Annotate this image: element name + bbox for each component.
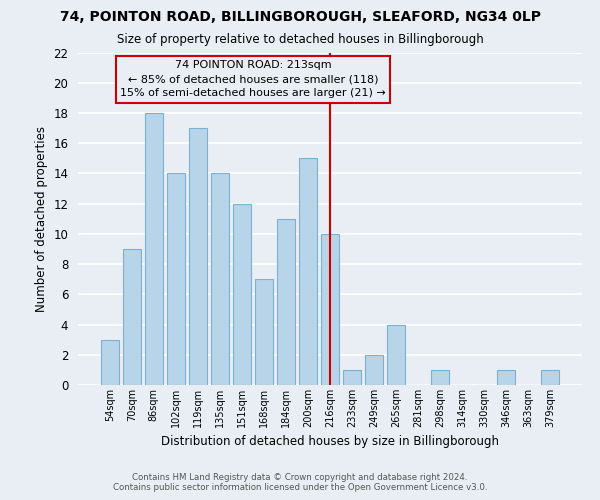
Bar: [255, 279, 273, 385]
Text: 74 POINTON ROAD: 213sqm
← 85% of detached houses are smaller (118)
15% of semi-d: 74 POINTON ROAD: 213sqm ← 85% of detache…: [120, 60, 386, 98]
Bar: [299, 158, 317, 385]
Bar: [123, 249, 140, 385]
Y-axis label: Number of detached properties: Number of detached properties: [35, 126, 48, 312]
Bar: [145, 113, 163, 385]
Bar: [431, 370, 449, 385]
Text: Contains HM Land Registry data © Crown copyright and database right 2024.
Contai: Contains HM Land Registry data © Crown c…: [113, 473, 487, 492]
Bar: [101, 340, 119, 385]
Bar: [541, 370, 559, 385]
Bar: [233, 204, 251, 385]
Bar: [167, 174, 185, 385]
Text: 74, POINTON ROAD, BILLINGBOROUGH, SLEAFORD, NG34 0LP: 74, POINTON ROAD, BILLINGBOROUGH, SLEAFO…: [59, 10, 541, 24]
Bar: [277, 219, 295, 385]
Bar: [497, 370, 515, 385]
Bar: [387, 324, 405, 385]
Bar: [189, 128, 206, 385]
X-axis label: Distribution of detached houses by size in Billingborough: Distribution of detached houses by size …: [161, 436, 499, 448]
Bar: [211, 174, 229, 385]
Bar: [321, 234, 339, 385]
Bar: [365, 355, 383, 385]
Text: Size of property relative to detached houses in Billingborough: Size of property relative to detached ho…: [116, 32, 484, 46]
Bar: [343, 370, 361, 385]
